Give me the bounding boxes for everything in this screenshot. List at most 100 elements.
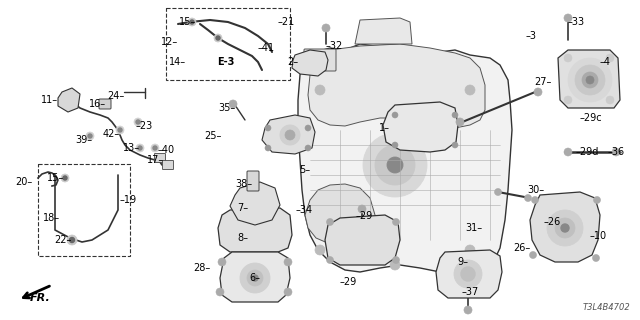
Circle shape xyxy=(305,125,311,131)
Circle shape xyxy=(216,288,224,296)
Text: 39–: 39– xyxy=(75,135,92,145)
Circle shape xyxy=(63,176,67,180)
Polygon shape xyxy=(355,18,412,44)
Text: –33: –33 xyxy=(568,17,585,27)
Text: –29d: –29d xyxy=(576,147,600,157)
FancyBboxPatch shape xyxy=(247,171,259,191)
Bar xyxy=(38,164,130,256)
Circle shape xyxy=(555,218,575,238)
Circle shape xyxy=(136,144,144,152)
Text: –23: –23 xyxy=(136,121,153,131)
Circle shape xyxy=(392,112,398,118)
Circle shape xyxy=(529,252,536,259)
Text: 7–: 7– xyxy=(237,203,248,213)
Circle shape xyxy=(568,58,612,102)
Polygon shape xyxy=(305,184,375,245)
Text: 35–: 35– xyxy=(219,103,236,113)
Text: –21: –21 xyxy=(278,17,295,27)
Polygon shape xyxy=(220,252,290,302)
Circle shape xyxy=(586,76,594,84)
Circle shape xyxy=(305,145,311,151)
Circle shape xyxy=(390,260,400,270)
Circle shape xyxy=(387,157,403,173)
Circle shape xyxy=(606,96,614,104)
Text: 16–: 16– xyxy=(89,99,106,109)
Text: –4: –4 xyxy=(600,57,611,67)
Circle shape xyxy=(265,125,271,131)
Polygon shape xyxy=(230,182,280,225)
Circle shape xyxy=(315,85,325,95)
Circle shape xyxy=(138,146,142,150)
Circle shape xyxy=(547,210,583,246)
Circle shape xyxy=(252,275,258,281)
Circle shape xyxy=(229,100,237,108)
Circle shape xyxy=(218,258,226,266)
Text: E-3: E-3 xyxy=(218,57,235,67)
Text: 25–: 25– xyxy=(205,131,222,141)
Circle shape xyxy=(564,54,572,62)
Text: –29: –29 xyxy=(340,277,357,287)
Circle shape xyxy=(326,257,333,263)
FancyBboxPatch shape xyxy=(99,99,111,109)
Text: 27–: 27– xyxy=(534,77,552,87)
Circle shape xyxy=(216,36,220,40)
Text: 26–: 26– xyxy=(513,243,530,253)
Text: FR.: FR. xyxy=(29,293,51,303)
Circle shape xyxy=(280,125,300,145)
FancyBboxPatch shape xyxy=(304,49,336,71)
Circle shape xyxy=(214,34,222,42)
Text: 15–: 15– xyxy=(179,17,196,27)
Text: 31–: 31– xyxy=(465,223,482,233)
Circle shape xyxy=(561,224,569,232)
Circle shape xyxy=(465,245,475,255)
Text: 17–: 17– xyxy=(147,155,164,165)
Text: –40: –40 xyxy=(158,145,175,155)
Text: 8–: 8– xyxy=(237,233,248,243)
Circle shape xyxy=(456,118,464,126)
Text: 9–: 9– xyxy=(457,257,468,267)
Text: 22–: 22– xyxy=(54,235,72,245)
Bar xyxy=(166,8,290,80)
Text: 15–: 15– xyxy=(47,173,64,183)
Text: –29c: –29c xyxy=(580,113,603,123)
Text: –37: –37 xyxy=(462,287,479,297)
Text: 28–: 28– xyxy=(193,263,210,273)
Circle shape xyxy=(465,85,475,95)
Circle shape xyxy=(358,205,366,213)
Text: 5–: 5– xyxy=(299,165,310,175)
Circle shape xyxy=(392,257,399,263)
Polygon shape xyxy=(298,44,512,278)
Polygon shape xyxy=(308,44,485,128)
Polygon shape xyxy=(383,102,458,152)
FancyBboxPatch shape xyxy=(154,154,166,163)
Circle shape xyxy=(240,263,270,293)
FancyBboxPatch shape xyxy=(163,161,173,170)
Circle shape xyxy=(88,134,92,138)
Text: 24–: 24– xyxy=(107,91,124,101)
Circle shape xyxy=(582,72,598,88)
Circle shape xyxy=(67,235,77,245)
Text: 18–: 18– xyxy=(43,213,60,223)
Circle shape xyxy=(188,18,196,26)
Circle shape xyxy=(392,142,398,148)
Text: T3L4B4702: T3L4B4702 xyxy=(582,303,630,312)
Circle shape xyxy=(375,145,415,185)
Text: –36: –36 xyxy=(608,147,625,157)
Text: –3: –3 xyxy=(526,31,537,41)
Circle shape xyxy=(575,65,605,95)
Text: 11–: 11– xyxy=(41,95,58,105)
Circle shape xyxy=(118,128,122,132)
Circle shape xyxy=(464,306,472,314)
Circle shape xyxy=(134,118,142,126)
Circle shape xyxy=(284,258,292,266)
Circle shape xyxy=(495,188,502,196)
Text: 20–: 20– xyxy=(15,177,32,187)
Polygon shape xyxy=(218,208,292,252)
Circle shape xyxy=(86,132,94,140)
Polygon shape xyxy=(558,50,620,108)
Text: –32: –32 xyxy=(326,41,343,51)
Circle shape xyxy=(247,270,263,286)
Circle shape xyxy=(564,148,572,156)
Text: 2–: 2– xyxy=(287,57,298,67)
Text: –26: –26 xyxy=(544,217,561,227)
